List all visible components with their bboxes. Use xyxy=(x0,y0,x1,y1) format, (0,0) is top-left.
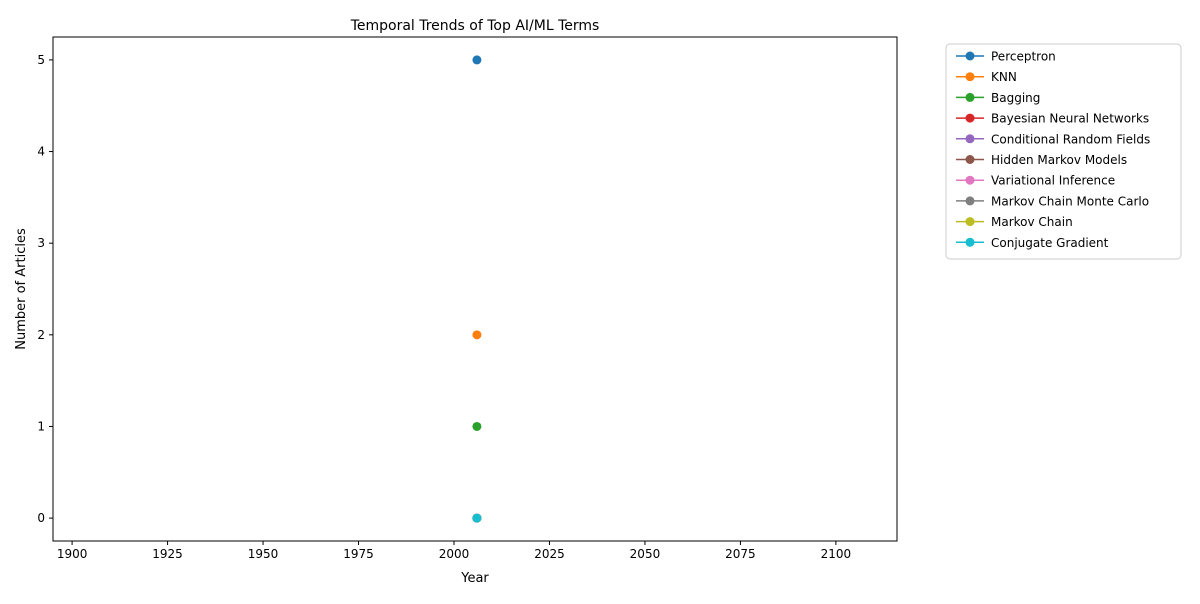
y-axis: 0 1 2 3 4 5 xyxy=(37,53,53,525)
legend-label: Bagging xyxy=(991,91,1040,105)
y-tick-label: 4 xyxy=(37,145,45,159)
data-point xyxy=(472,55,482,65)
data-point xyxy=(472,421,482,431)
legend-marker xyxy=(965,113,975,123)
legend-marker xyxy=(965,175,975,185)
legend-label: Markov Chain Monte Carlo xyxy=(991,194,1149,208)
legend-label: Markov Chain xyxy=(991,215,1073,229)
legend-marker xyxy=(965,134,975,144)
legend-label: Variational Inference xyxy=(991,174,1115,188)
x-tick-label: 1950 xyxy=(248,547,279,561)
legend-label: KNN xyxy=(991,70,1017,84)
legend: Perceptron KNN Bagging Bayesian Neural Netw… xyxy=(945,43,1182,260)
legend-marker xyxy=(965,92,975,102)
legend-marker xyxy=(965,196,975,206)
data-point xyxy=(472,513,482,523)
legend-label: Conjugate Gradient xyxy=(991,236,1109,250)
legend-marker xyxy=(965,155,975,164)
legend-label: Conditional Random Fields xyxy=(991,132,1150,146)
chart-title: Temporal Trends of Top AI/ML Terms xyxy=(350,18,600,34)
legend-marker xyxy=(965,72,975,82)
x-tick-label: 1925 xyxy=(152,547,183,561)
y-axis-label: Number of Articles xyxy=(14,228,29,350)
x-axis-label: Year xyxy=(460,571,489,586)
x-tick-label: 2100 xyxy=(821,547,852,561)
legend-marker xyxy=(965,237,975,247)
x-tick-label: 1900 xyxy=(57,547,88,561)
x-tick-label: 2025 xyxy=(534,547,565,561)
y-tick-label: 3 xyxy=(37,236,45,250)
plot-area xyxy=(472,55,482,523)
legend-label: Bayesian Neural Networks xyxy=(991,112,1149,126)
legend-marker xyxy=(965,51,975,61)
legend-label: Hidden Markov Models xyxy=(991,153,1127,167)
y-tick-label: 2 xyxy=(37,328,45,342)
x-tick-label: 2075 xyxy=(725,547,756,561)
plot-frame xyxy=(52,36,898,542)
legend-marker xyxy=(965,217,975,227)
y-tick-label: 5 xyxy=(37,53,45,67)
legend-label: Perceptron xyxy=(991,50,1056,64)
data-point xyxy=(472,330,482,340)
y-tick-label: 1 xyxy=(37,419,45,433)
x-tick-label: 2000 xyxy=(439,547,470,561)
legend-frame xyxy=(945,43,1182,260)
x-axis: 1900 1925 1950 1975 2000 2025 2050 2075 2100 xyxy=(57,541,851,561)
y-tick-label: 0 xyxy=(37,511,45,525)
x-tick-label: 1975 xyxy=(343,547,374,561)
x-tick-label: 2050 xyxy=(630,547,661,561)
